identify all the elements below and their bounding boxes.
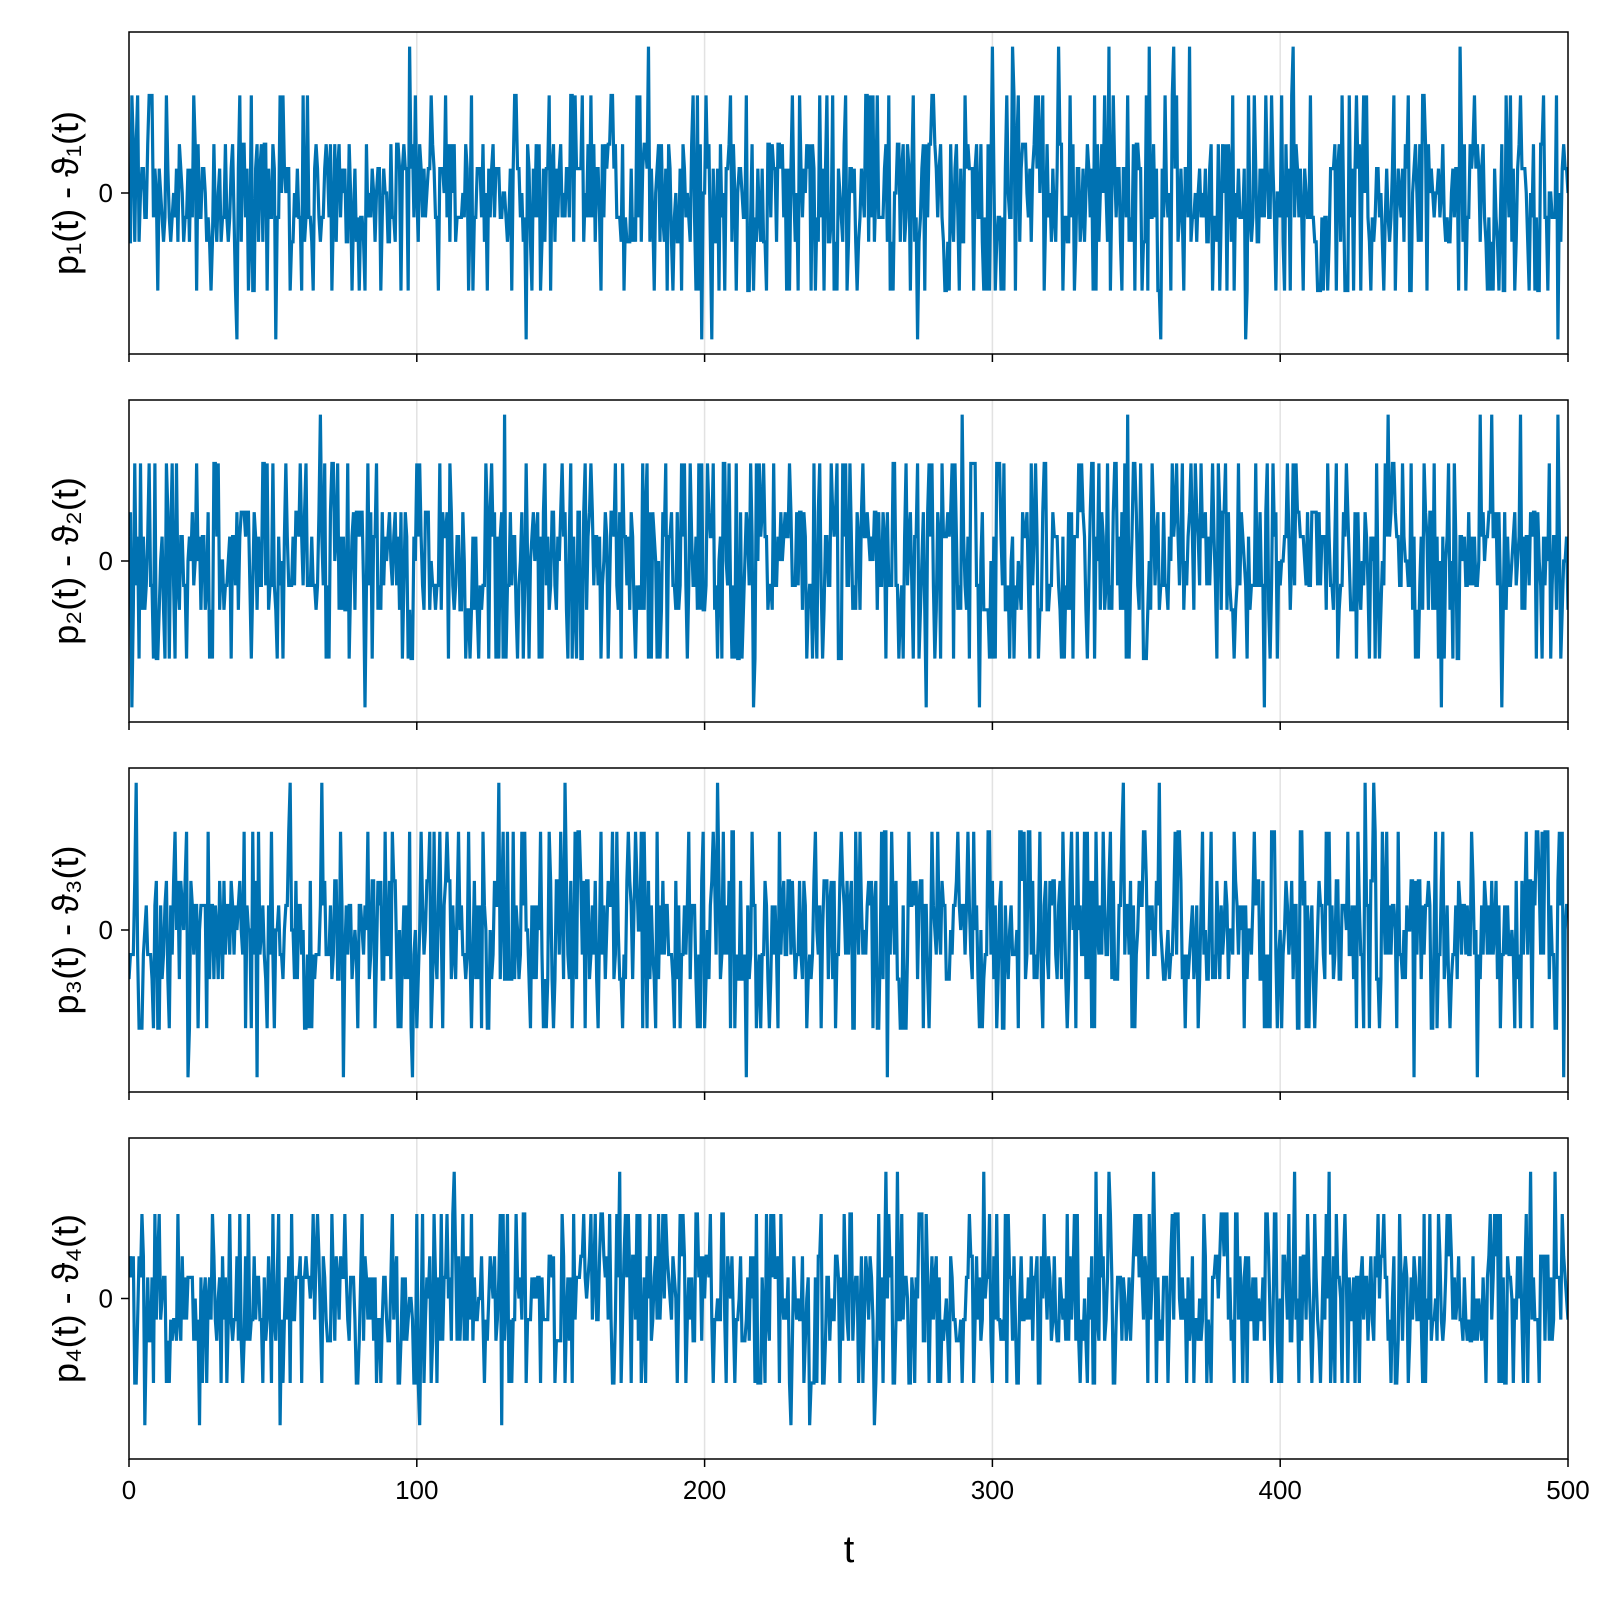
y-tick-label-4: 0 <box>99 1284 113 1314</box>
series-line-2 <box>129 414 1568 708</box>
y-tick-label-3: 0 <box>99 915 113 945</box>
series-line-1 <box>129 46 1568 340</box>
x-tick-label-400: 400 <box>1259 1475 1302 1505</box>
panel-2: 0 p₂(t) - ϑ₂(t) <box>45 399 1569 730</box>
x-tick-labels: 0 100 200 300 400 500 <box>122 1475 1590 1505</box>
y-axis-label-1: p₁(t) - ϑ₁(t) <box>45 111 86 275</box>
panels: 0 p₁(t) - ϑ₁(t) 0 p₂(t) - ϑ₂(t) 0 p₃(t) - ϑ₃(… <box>45 31 1569 1467</box>
x-tick-label-0: 0 <box>122 1475 136 1505</box>
y-axis-label-2: p₂(t) - ϑ₂(t) <box>45 477 86 645</box>
x-tick-label-200: 200 <box>683 1475 726 1505</box>
series-line-3 <box>129 782 1568 1078</box>
x-axis-label: t <box>844 1529 855 1571</box>
panel-1: 0 p₁(t) - ϑ₁(t) <box>45 31 1569 362</box>
y-axis-label-3: p₃(t) - ϑ₃(t) <box>45 846 86 1015</box>
y-axis-label-4: p₄(t) - ϑ₄(t) <box>45 1214 86 1383</box>
x-tick-label-500: 500 <box>1546 1475 1589 1505</box>
y-tick-label-2: 0 <box>99 546 113 576</box>
x-tick-label-300: 300 <box>971 1475 1014 1505</box>
panel-4: 0 p₄(t) - ϑ₄(t) <box>45 1137 1569 1467</box>
x-tick-label-100: 100 <box>395 1475 438 1505</box>
series-line-4 <box>129 1171 1568 1426</box>
panel-3: 0 p₃(t) - ϑ₃(t) <box>45 767 1569 1100</box>
y-tick-label-1: 0 <box>99 178 113 208</box>
